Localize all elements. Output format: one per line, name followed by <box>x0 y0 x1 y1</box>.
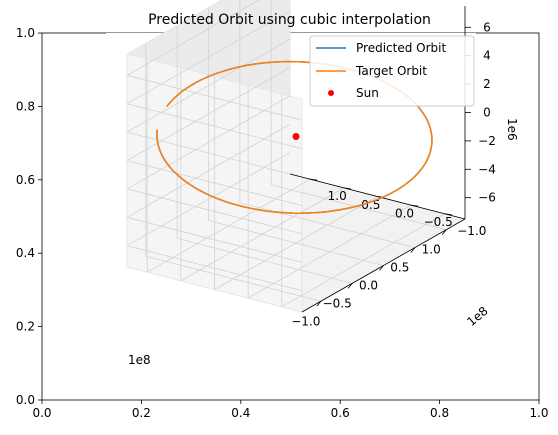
z-tick-label: 0 <box>483 106 491 120</box>
x-tick-label: 0.5 <box>390 261 409 275</box>
x-tick-label: −1.0 <box>291 314 320 328</box>
outer-x-tick-label: 0.6 <box>331 406 350 420</box>
z-tick-label: 2 <box>483 77 491 91</box>
x-offset-label: 1e8 <box>128 353 151 367</box>
outer-y-tick-label: 0.6 <box>16 173 35 187</box>
legend-label-target: Target Orbit <box>355 64 427 78</box>
y-tick-label: 1.0 <box>328 189 347 203</box>
outer-x-tick-label: 0.0 <box>32 406 51 420</box>
y-tick-label: −1.0 <box>457 224 486 238</box>
sun-marker <box>293 133 300 140</box>
outer-x-tick-label: 0.2 <box>132 406 151 420</box>
legend: Predicted Orbit Target Orbit Sun <box>310 36 474 106</box>
z-tick-label: −2 <box>478 134 496 148</box>
legend-label-predicted: Predicted Orbit <box>356 41 446 55</box>
chart-title: Predicted Orbit using cubic interpolatio… <box>148 12 431 28</box>
x-tick-label: 0.0 <box>359 279 378 293</box>
outer-y-tick-label: 1.0 <box>16 26 35 40</box>
z-tick-label: 4 <box>483 49 491 63</box>
outer-x-tick-label: 0.8 <box>430 406 449 420</box>
z-tick-label: −4 <box>478 162 496 176</box>
outer-y-tick-label: 0.2 <box>16 320 35 334</box>
y-tick-label: 0.0 <box>395 207 414 221</box>
outer-x-tick-label: 1.0 <box>529 406 548 420</box>
legend-label-sun: Sun <box>356 86 379 100</box>
outer-y-tick-label: 0.0 <box>16 393 35 407</box>
z-tick-label: −6 <box>478 191 496 205</box>
outer-y-tick-label: 0.4 <box>16 246 35 260</box>
outer-y-tick-label: 0.8 <box>16 99 35 113</box>
z-offset-label: 1e6 <box>505 118 519 141</box>
outer-x-tick-label: 0.4 <box>231 406 250 420</box>
x-tick-label: 1.0 <box>422 243 441 257</box>
x-tick-label: −0.5 <box>323 296 352 310</box>
legend-swatch-sun <box>328 90 334 96</box>
z-tick-label: 6 <box>483 20 491 34</box>
y-tick-label: −0.5 <box>424 215 453 229</box>
